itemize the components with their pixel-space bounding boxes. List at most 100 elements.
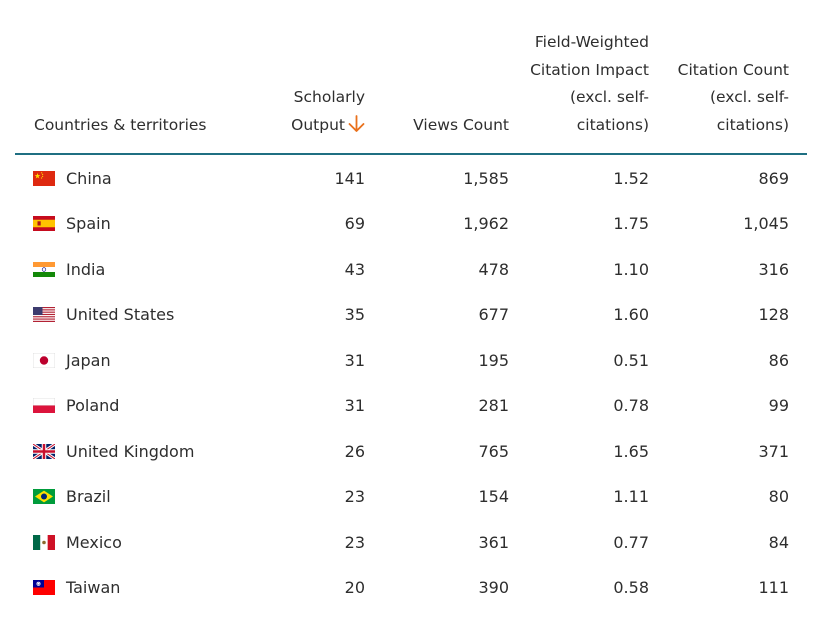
table-row: Japan 31 195 0.51 86 (15, 338, 807, 384)
table-row: Brazil 23 154 1.11 80 (15, 474, 807, 520)
views-count-value: 478 (478, 259, 509, 279)
citation-count-value: 99 (768, 396, 789, 415)
fwci-value: 1.11 (613, 487, 649, 506)
citation-count-value: 869 (758, 168, 789, 188)
fwci-value: 0.58 (613, 578, 649, 597)
column-header-output-line-2-wrap: Output (291, 112, 365, 140)
scholarly-output-value: 31 (344, 350, 365, 370)
column-header-fwci-line-2: Citation Impact (530, 60, 649, 79)
column-header-views-label: Views Count (413, 115, 509, 134)
flag-poland-icon (33, 398, 55, 414)
flag-india-icon (33, 261, 55, 277)
views-count-value: 195 (478, 350, 509, 370)
country-cell: United States (33, 292, 174, 338)
citation-count-value: 80 (768, 487, 789, 506)
citation-count-value: 1,045 (743, 214, 789, 233)
citation-count-value: 86 (768, 350, 789, 370)
fwci-value: 1.10 (613, 259, 649, 279)
column-header-scholarly-output[interactable]: Scholarly Output (291, 84, 365, 139)
fwci-value: 0.78 (613, 396, 649, 415)
column-header-output-line-2: Output (291, 115, 345, 134)
scholarly-output-value: 26 (344, 441, 365, 461)
table-row: Poland 31 281 0.78 99 (15, 383, 807, 429)
table-row: United States 35 677 1.60 128 (15, 292, 807, 338)
country-name[interactable]: China (66, 168, 112, 188)
flag-brazil-icon (33, 489, 55, 505)
scholarly-output-value: 69 (344, 214, 365, 233)
flag-china-icon (33, 170, 55, 186)
citation-count-value: 111 (758, 578, 789, 597)
column-header-cites-line-2: (excl. self- (709, 88, 789, 106)
citation-count-value: 371 (758, 441, 789, 461)
column-header-output-line-1: Scholarly (293, 88, 365, 106)
country-name[interactable]: Japan (66, 350, 111, 370)
country-name[interactable]: India (66, 259, 106, 279)
country-name[interactable]: Spain (66, 214, 111, 233)
views-count-value: 1,962 (463, 214, 509, 233)
country-name[interactable]: Mexico (66, 532, 122, 552)
scholarly-output-value: 141 (334, 168, 365, 188)
table-row: Taiwan 20 390 0.58 111 (15, 565, 807, 611)
views-count-value: 765 (478, 441, 509, 461)
views-count-value: 1,585 (463, 168, 509, 188)
country-cell: India (33, 247, 105, 293)
column-header-fwci-line-1: Field-Weighted (534, 33, 649, 51)
country-cell: Poland (33, 383, 119, 429)
table-header: Countries & territories Scholarly Output… (15, 0, 807, 155)
country-cell: Brazil (33, 474, 111, 520)
flag-united-kingdom-icon (33, 443, 55, 459)
fwci-value: 1.60 (613, 305, 649, 324)
column-header-fwci[interactable]: Field-Weighted Citation Impact (excl. se… (530, 29, 649, 139)
column-header-country-label: Countries & territories (34, 115, 207, 134)
country-cell: China (33, 156, 112, 202)
fwci-value: 0.77 (613, 532, 649, 552)
fwci-value: 0.51 (613, 350, 649, 370)
table-row: India 43 478 1.10 316 (15, 247, 807, 293)
scholarly-output-value: 31 (344, 396, 365, 415)
views-count-value: 154 (478, 487, 509, 506)
country-cell: Taiwan (33, 565, 120, 611)
column-header-cites-line-3: citations) (716, 115, 789, 134)
countries-table: Countries & territories Scholarly Output… (15, 0, 807, 611)
arrow-down-icon[interactable] (348, 114, 365, 133)
country-name[interactable]: United Kingdom (66, 441, 195, 461)
citation-count-value: 128 (758, 305, 789, 324)
country-name[interactable]: Brazil (66, 487, 111, 506)
flag-japan-icon (33, 352, 55, 368)
column-header-views-count[interactable]: Views Count (413, 112, 509, 140)
scholarly-output-value: 43 (344, 259, 365, 279)
fwci-value: 1.75 (613, 214, 649, 233)
flag-taiwan-icon (33, 580, 55, 596)
country-cell: United Kingdom (33, 429, 194, 475)
column-header-fwci-line-4: citations) (576, 115, 649, 134)
scholarly-output-value: 23 (344, 532, 365, 552)
fwci-value: 1.52 (613, 168, 649, 188)
table-body: China 141 1,585 1.52 869 Spain 69 1,962 … (15, 155, 807, 611)
table-row: Mexico 23 361 0.77 84 (15, 520, 807, 566)
table-row: United Kingdom 26 765 1.65 371 (15, 429, 807, 475)
country-name[interactable]: Poland (66, 396, 120, 415)
flag-spain-icon (33, 216, 55, 232)
fwci-value: 1.65 (613, 441, 649, 461)
country-cell: Spain (33, 201, 111, 247)
scholarly-output-value: 23 (344, 487, 365, 506)
column-header-country[interactable]: Countries & territories (34, 112, 207, 140)
scholarly-output-value: 35 (344, 305, 365, 324)
country-cell: Japan (33, 338, 111, 384)
scholarly-output-value: 20 (344, 578, 365, 597)
views-count-value: 281 (478, 396, 509, 415)
column-header-cites-line-1: Citation Count (677, 60, 789, 79)
table-row: Spain 69 1,962 1.75 1,045 (15, 201, 807, 247)
column-header-citation-count[interactable]: Citation Count (excl. self- citations) (678, 57, 789, 140)
citation-count-value: 84 (768, 532, 789, 552)
citation-count-value: 316 (758, 259, 789, 279)
country-name[interactable]: United States (66, 305, 175, 324)
flag-united-states-icon (33, 307, 55, 323)
views-count-value: 677 (478, 305, 509, 324)
views-count-value: 390 (478, 578, 509, 597)
country-cell: Mexico (33, 520, 122, 566)
flag-mexico-icon (33, 534, 55, 550)
column-header-fwci-line-3: (excl. self- (569, 88, 649, 106)
views-count-value: 361 (478, 532, 509, 552)
country-name[interactable]: Taiwan (66, 578, 121, 597)
